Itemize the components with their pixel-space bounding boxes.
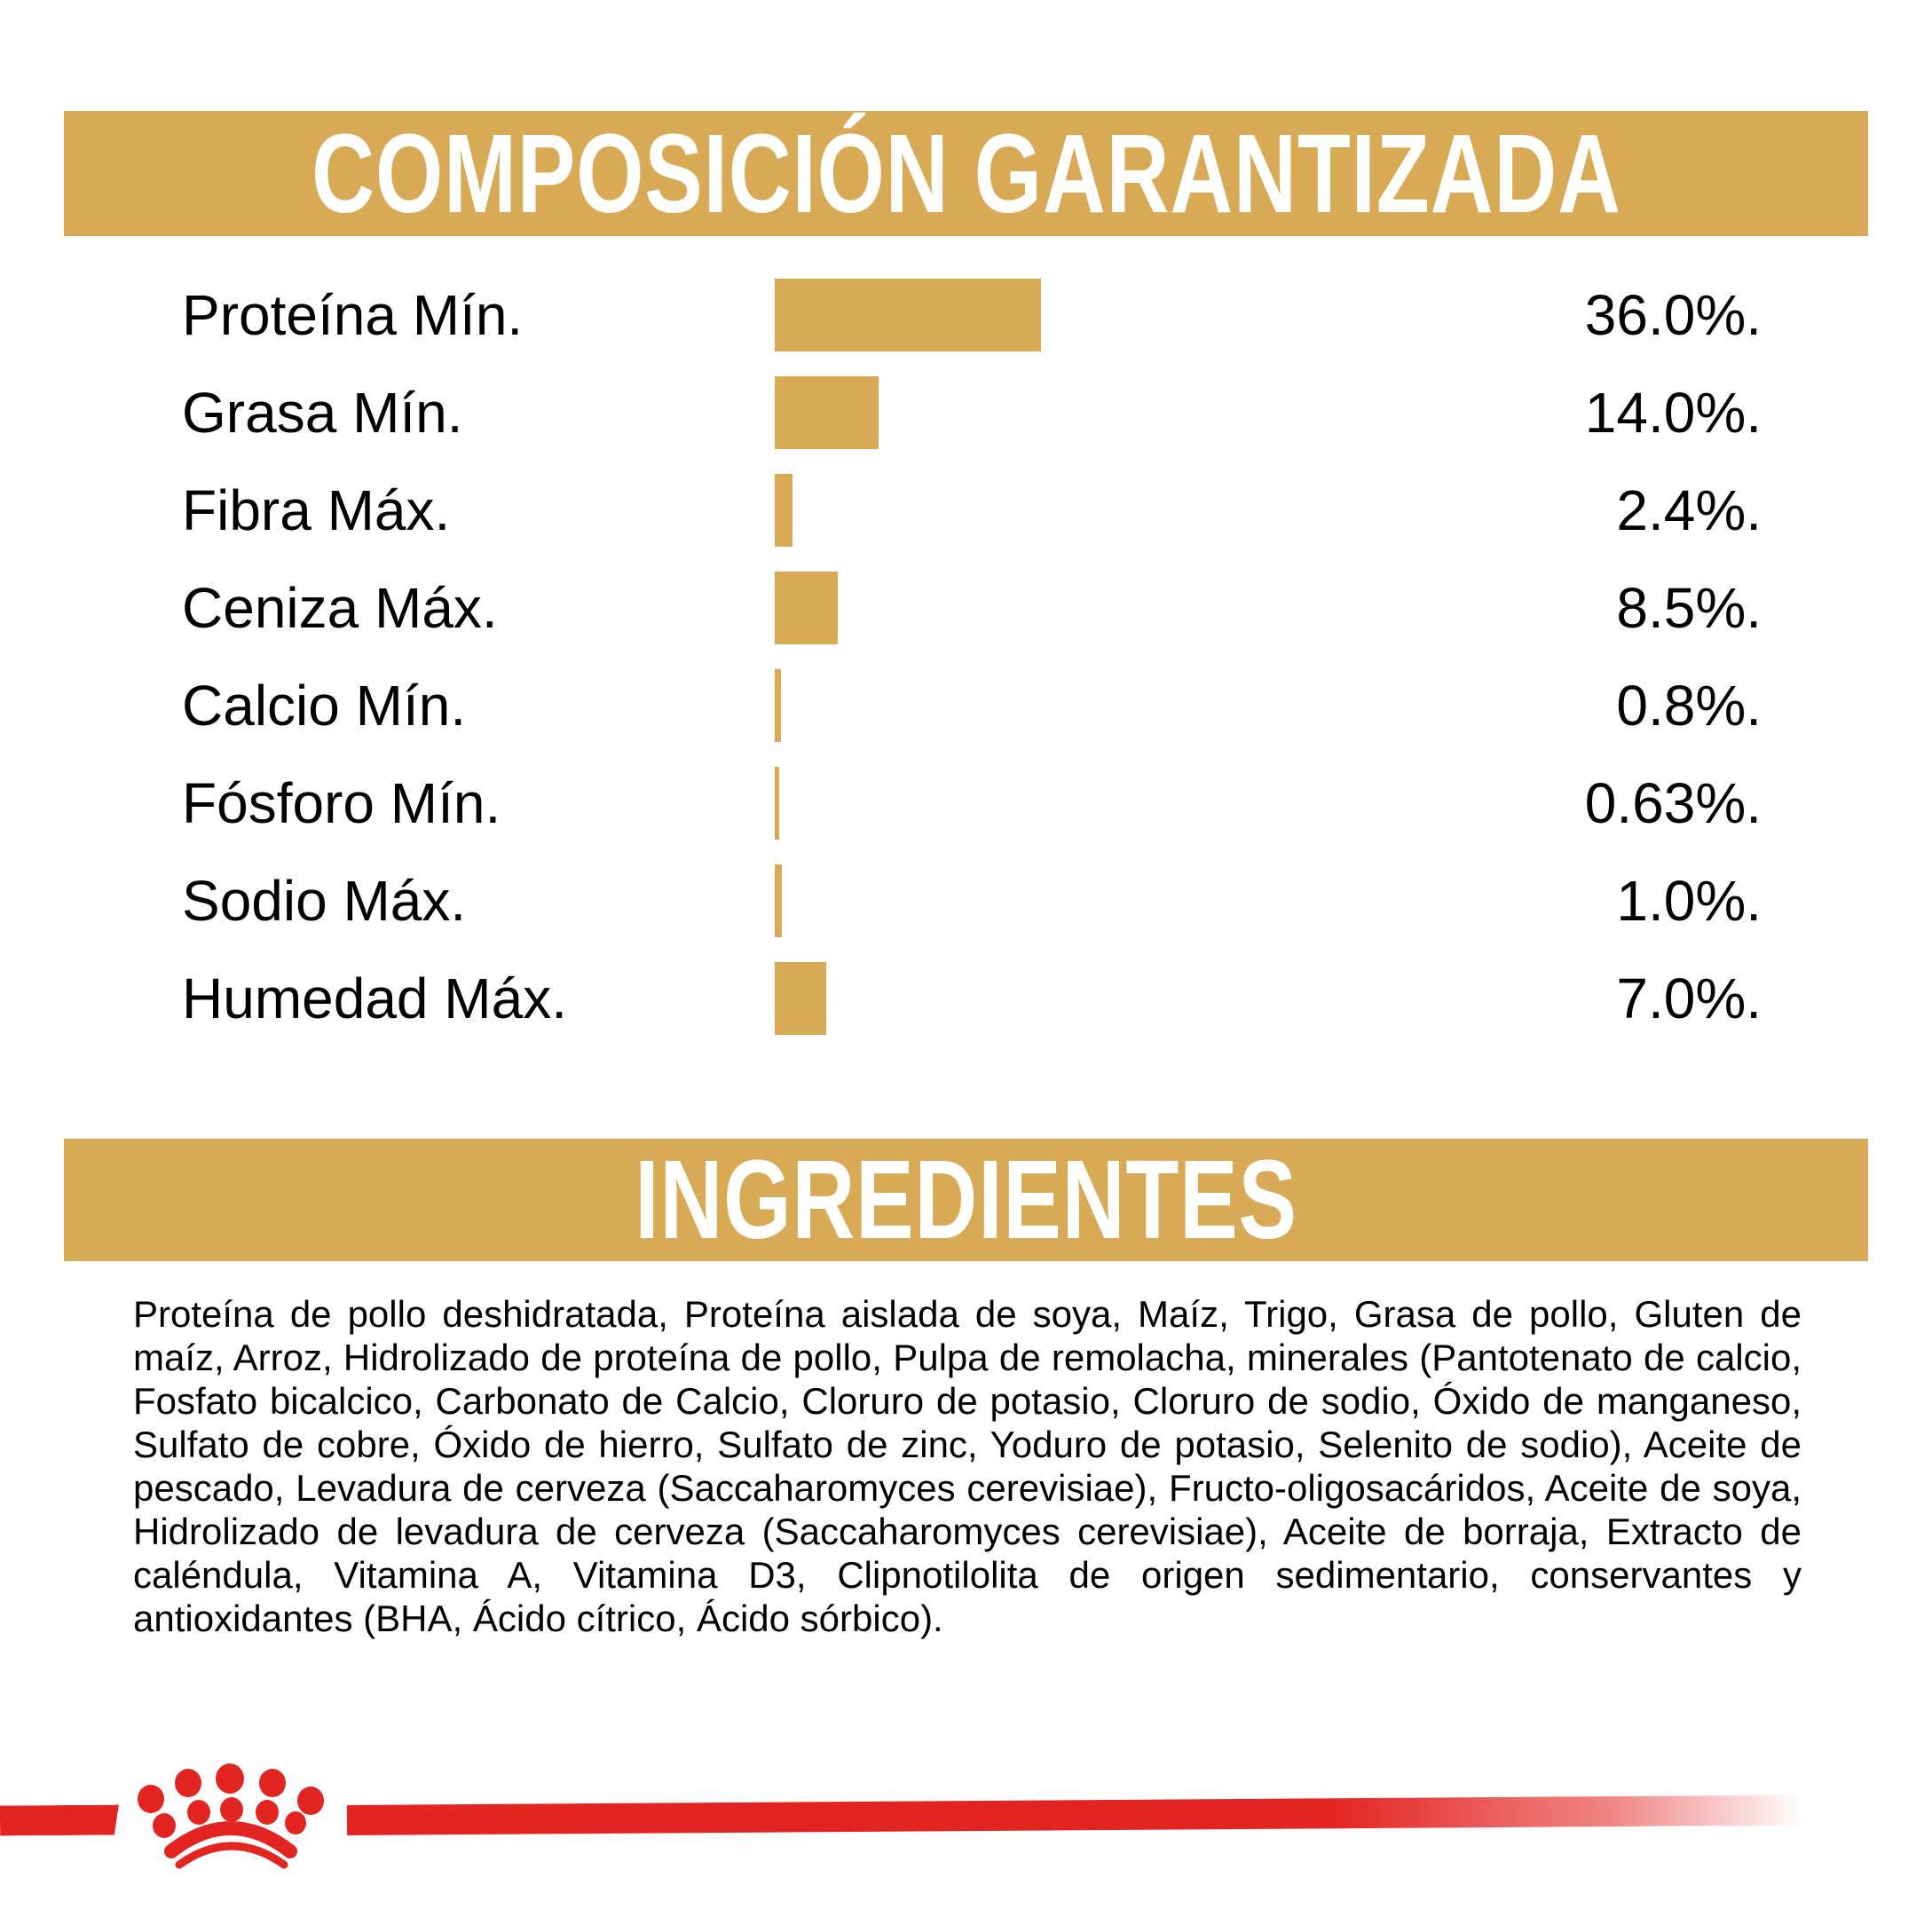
nutrient-label: Fibra Máx.	[182, 478, 451, 542]
nutrient-label: Sodio Máx.	[182, 869, 467, 933]
nutrient-value: 0.63%.	[1584, 771, 1762, 835]
ingredients-banner: INGREDIENTES	[64, 1139, 1868, 1261]
ingredients-title: INGREDIENTES	[635, 1137, 1297, 1262]
nutrient-value: 36.0%.	[1584, 283, 1762, 347]
brand-stripe-right	[346, 1794, 1932, 1835]
chart-row: Fibra Máx. 2.4%.	[0, 462, 1932, 559]
chart-row: Grasa Mín. 14.0%.	[0, 364, 1932, 462]
composition-bar	[775, 767, 780, 840]
composition-bar	[775, 279, 1041, 351]
chart-row: Sodio Máx. 1.0%.	[0, 852, 1932, 950]
nutrient-value: 14.0%.	[1584, 381, 1762, 445]
composition-bar	[775, 864, 783, 937]
composition-chart: Proteína Mín. 36.0%. Grasa Mín. 14.0%. Fibra…	[0, 266, 1932, 1047]
nutrient-label: Humedad Máx.	[182, 966, 567, 1030]
chart-row: Calcio Mín. 0.8%.	[0, 657, 1932, 754]
nutrient-label: Proteína Mín.	[182, 283, 524, 347]
brand-stripe-left	[0, 1805, 119, 1836]
nutrient-label: Ceniza Máx.	[182, 576, 498, 640]
composition-bar	[775, 572, 838, 644]
nutrient-value: 8.5%.	[1616, 576, 1762, 640]
nutrient-label: Calcio Mín.	[182, 674, 467, 738]
nutrient-value: 2.4%.	[1616, 478, 1762, 542]
nutrient-value: 0.8%.	[1616, 674, 1762, 738]
chart-row: Proteína Mín. 36.0%.	[0, 266, 1932, 364]
nutrient-label: Grasa Mín.	[182, 381, 463, 445]
composition-bar	[775, 669, 781, 742]
chart-row: Fósforo Mín. 0.63%.	[0, 754, 1932, 852]
composition-banner: COMPOSICIÓN GARANTIZADA	[64, 111, 1868, 236]
royal-canin-crown-icon	[138, 1763, 324, 1869]
composition-title: COMPOSICIÓN GARANTIZADA	[311, 110, 1621, 236]
nutrient-label: Fósforo Mín.	[182, 771, 501, 835]
nutrient-value: 1.0%.	[1616, 869, 1762, 933]
composition-bar	[775, 474, 793, 547]
chart-row: Ceniza Máx. 8.5%.	[0, 559, 1932, 657]
nutrient-value: 7.0%.	[1616, 966, 1762, 1030]
composition-bar	[775, 962, 827, 1035]
chart-row: Humedad Máx. 7.0%.	[0, 950, 1932, 1047]
composition-bar	[775, 376, 879, 449]
ingredients-text: Proteína de pollo deshidratada, Proteína…	[133, 1293, 1802, 1639]
